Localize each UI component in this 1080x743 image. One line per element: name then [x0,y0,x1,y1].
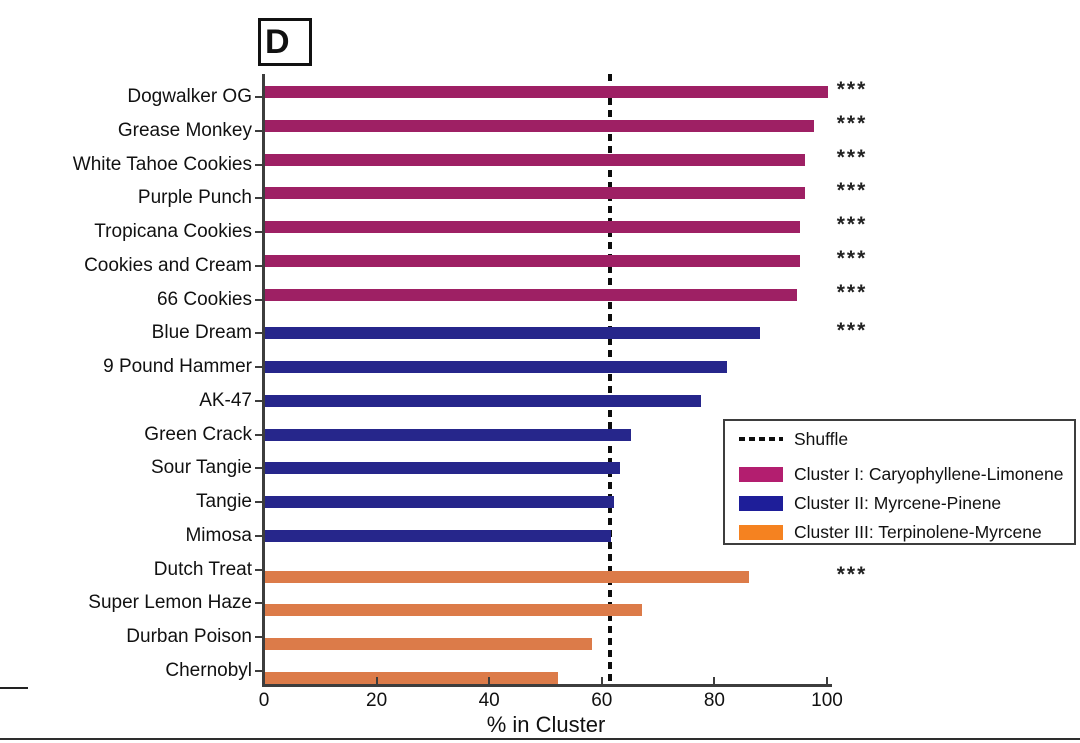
bar-tangie [265,496,615,509]
bar-blue-dream [265,327,761,340]
y-tick-mark [255,264,263,267]
legend-item-cluster-1: Cluster I: Caryophyllene-Limonene [725,463,1074,485]
shuffle-reference-line [608,74,613,685]
significance-marker: *** [836,562,868,586]
x-tick-label: 80 [703,690,725,711]
bar-9-pound-hammer [265,361,727,374]
category-label: Grease Monkey [117,119,252,141]
significance-marker: *** [836,246,868,270]
cluster-1-swatch [739,467,783,482]
bar-dogwalker-og [265,86,828,98]
y-tick-mark [255,399,263,402]
y-tick-mark [255,366,263,369]
category-label: Blue Dream [151,322,252,344]
category-label: White Tahoe Cookies [72,153,252,175]
y-tick-mark [255,163,263,166]
significance-marker: *** [836,179,868,203]
figure-bottom-border [0,738,1080,740]
y-tick-mark [255,332,263,335]
significance-marker: *** [836,213,868,237]
legend-label: Shuffle [794,429,849,449]
y-tick-mark [255,568,263,571]
legend-label: Cluster I: Caryophyllene-Limonene [794,464,1064,484]
bar-white-tahoe-cookies [265,153,806,166]
significance-marker: *** [836,78,868,101]
y-tick-mark [255,129,263,132]
y-tick-mark [255,96,263,98]
bar-green-crack [265,428,631,441]
y-tick-mark [255,231,263,234]
y-tick-mark [255,197,263,200]
bar-tropicana-cookies [265,221,800,234]
bar-chernobyl [265,671,558,684]
bar-durban-poison [265,638,592,651]
category-label: Tropicana Cookies [94,221,252,243]
category-label: Dogwalker OG [127,86,252,107]
panel-label-box: D [258,18,312,66]
category-label: AK-47 [199,389,252,411]
bar-dutch-treat [265,570,750,583]
significance-marker: *** [836,319,868,343]
y-tick-mark [255,602,263,605]
bar-super-lemon-haze [265,604,643,617]
significance-marker: *** [836,280,868,304]
bar-mimosa [265,529,612,542]
bar-ak-47 [265,394,702,407]
category-label: Super Lemon Haze [88,592,252,614]
x-tick-mark [375,677,378,685]
legend-label: Cluster II: Myrcene-Pinene [794,493,1002,513]
category-label: Tangie [196,491,252,513]
x-axis-title: % in Cluster [486,712,606,737]
y-tick-mark [255,636,263,639]
y-axis-line [262,74,265,687]
y-tick-mark [255,467,263,470]
bar-cookies-and-cream [265,254,800,267]
x-tick-label: 100 [811,690,843,711]
x-tick-mark [488,677,491,685]
y-tick-mark [255,534,263,537]
legend-item-cluster-2: Cluster II: Myrcene-Pinene [725,492,1074,514]
legend-label: Cluster III: Terpinolene-Myrcene [794,522,1042,542]
x-tick-mark [713,677,716,685]
category-label: 9 Pound Hammer [103,356,252,378]
significance-marker: *** [836,111,868,135]
category-label: Dutch Treat [153,558,252,580]
x-tick-mark [600,677,603,685]
adjacent-panel-edge-line [0,687,28,689]
category-label: 66 Cookies [156,288,252,310]
x-tick-label: 60 [591,690,613,711]
y-tick-mark [255,669,263,672]
category-label: Purple Punch [137,187,252,209]
significance-marker: *** [836,145,868,169]
x-tick-label: 40 [478,690,500,711]
y-tick-mark [255,298,263,301]
panel-label: D [265,23,290,61]
cluster-3-swatch [739,525,783,540]
x-tick-mark [826,677,828,685]
category-label: Durban Poison [126,626,252,648]
category-label: Chernobyl [165,659,252,681]
y-tick-mark [255,501,263,504]
legend-box: Shuffle Cluster I: Caryophyllene-Limonen… [723,419,1076,545]
cluster-2-swatch [739,496,783,511]
x-tick-label: 0 [258,690,270,711]
shuffle-dash-swatch [739,437,783,441]
category-label: Sour Tangie [150,457,252,479]
y-tick-mark [255,433,263,436]
x-axis-line [262,684,832,687]
x-tick-mark [263,677,265,685]
bar-sour-tangie [265,462,620,475]
category-label: Cookies and Cream [84,254,252,276]
x-tick-label: 20 [366,690,388,711]
category-label: Mimosa [185,524,252,546]
bar-grease-monkey [265,119,814,132]
bar-purple-punch [265,187,806,200]
bar-66-cookies [265,288,798,301]
legend-item-cluster-3: Cluster III: Terpinolene-Myrcene [725,521,1074,543]
category-label: Green Crack [144,423,252,445]
legend-item-shuffle: Shuffle [725,428,1074,450]
